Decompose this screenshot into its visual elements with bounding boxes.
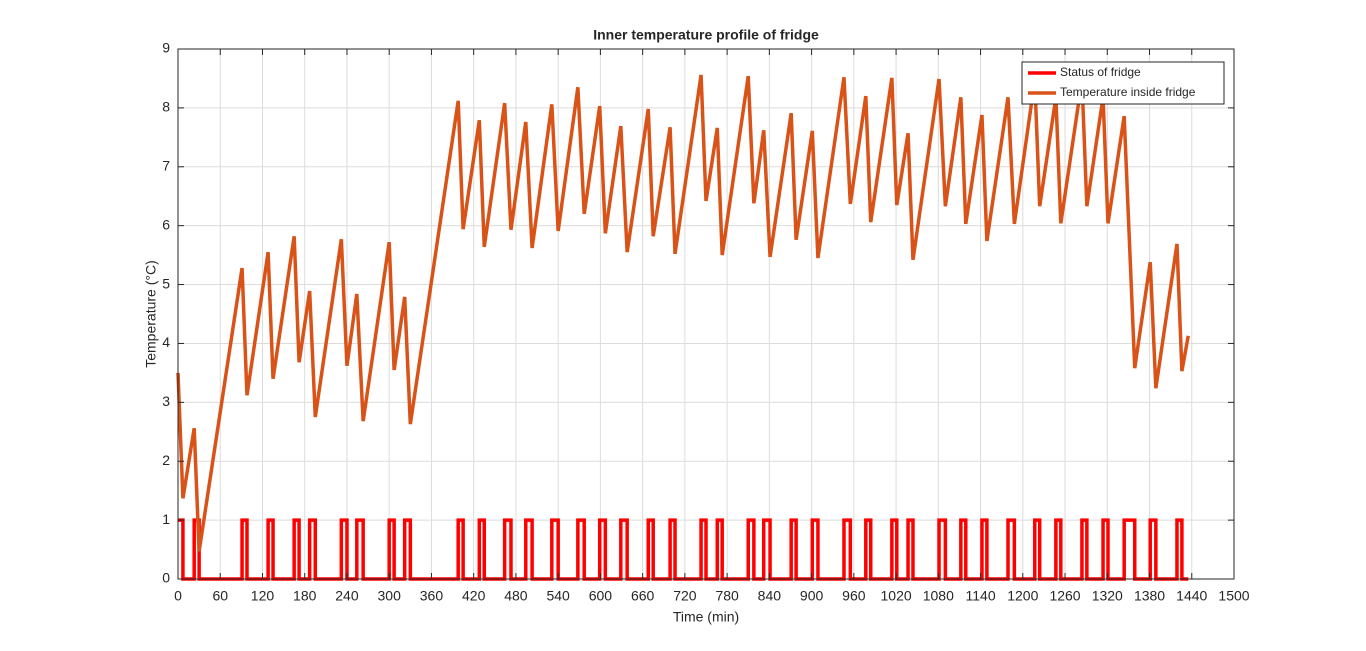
y-tick-label: 8 — [162, 99, 170, 115]
x-tick-label: 1440 — [1176, 588, 1207, 604]
x-tick-label: 0 — [174, 588, 182, 604]
y-tick-label: 6 — [162, 216, 170, 232]
y-axis-label: Temperature (°C) — [143, 260, 159, 368]
x-tick-label: 900 — [800, 588, 824, 604]
x-tick-label: 660 — [631, 588, 655, 604]
legend: Status of fridge Temperature inside fridg… — [1021, 61, 1225, 105]
x-tick-label: 1500 — [1218, 588, 1249, 604]
legend-label: Status of fridge — [1060, 65, 1141, 79]
y-tick-label: 1 — [162, 511, 170, 527]
chart-title: Inner temperature profile of fridge — [593, 27, 819, 43]
x-tick-label: 180 — [293, 588, 317, 604]
x-tick-label: 1260 — [1049, 588, 1080, 604]
x-tick-label: 780 — [715, 588, 739, 604]
x-tick-label: 600 — [589, 588, 613, 604]
x-tick-label: 1080 — [923, 588, 954, 604]
x-tick-label: 300 — [378, 588, 402, 604]
x-tick-label: 1380 — [1134, 588, 1165, 604]
x-tick-label: 1140 — [966, 588, 996, 604]
x-tick-label: 120 — [251, 588, 275, 604]
data-line — [176, 74, 1190, 552]
legend-box — [1021, 61, 1225, 105]
x-tick-label: 1020 — [881, 588, 912, 604]
x-tick-label: 60 — [212, 588, 228, 604]
x-tick-label: 840 — [758, 588, 782, 604]
x-tick-label: 240 — [335, 588, 359, 604]
x-tick-label: 540 — [546, 588, 570, 604]
y-tick-label: 5 — [162, 275, 170, 291]
x-tick-label: 720 — [673, 588, 697, 604]
y-tick-label: 3 — [162, 393, 170, 409]
x-tick-label: 480 — [504, 588, 528, 604]
data-line — [178, 518, 1189, 581]
y-tick-label: 9 — [162, 40, 170, 56]
x-axis-label: Time (min) — [673, 609, 739, 625]
y-tick-label: 7 — [162, 157, 170, 173]
y-tick-label: 4 — [162, 334, 170, 350]
x-tick-label: 1320 — [1092, 588, 1123, 604]
plot-area — [176, 74, 1190, 581]
x-tick-label: 360 — [420, 588, 444, 604]
x-tick-label: 960 — [842, 588, 866, 604]
x-tick-label: 1200 — [1007, 588, 1038, 604]
legend-label: Temperature inside fridge — [1060, 85, 1196, 99]
x-tick-label: 420 — [462, 588, 486, 604]
y-tick-label: 0 — [162, 570, 170, 586]
y-tick-label: 2 — [162, 452, 170, 468]
axes-box — [177, 48, 1235, 580]
